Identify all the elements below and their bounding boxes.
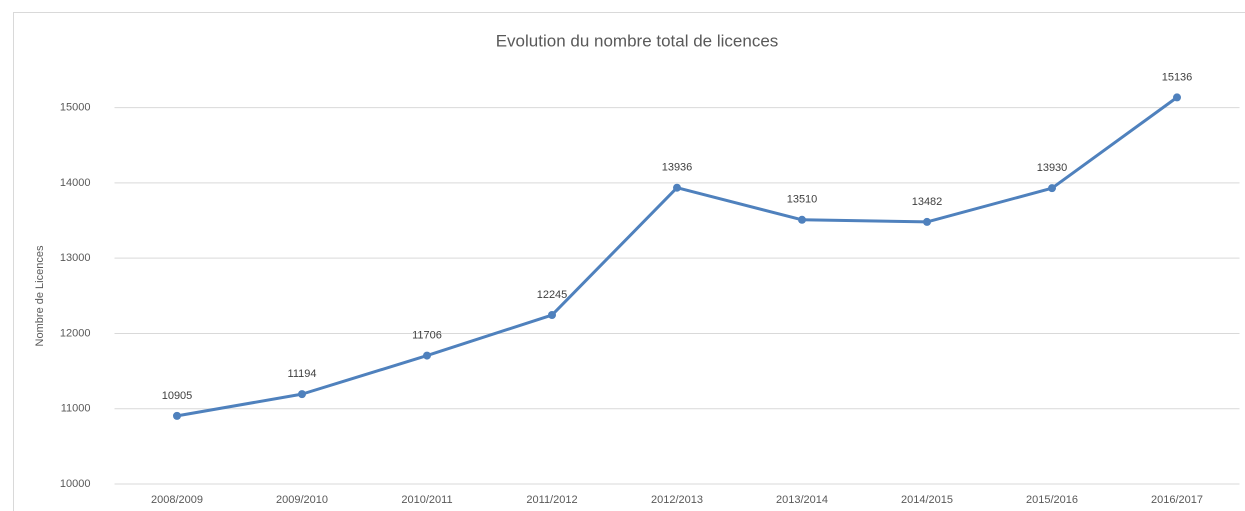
data-label: 13936 xyxy=(662,162,693,174)
data-point xyxy=(1048,184,1056,193)
x-tick-label: 2009/2010 xyxy=(276,494,328,506)
x-tick-label: 2015/2016 xyxy=(1026,494,1078,506)
data-point xyxy=(1173,93,1181,102)
data-label: 13930 xyxy=(1037,162,1068,174)
data-line xyxy=(176,96,1178,418)
data-point xyxy=(298,390,306,399)
x-tick-label: 2016/2017 xyxy=(1151,494,1203,506)
y-tick-label: 15000 xyxy=(60,102,91,114)
data-label: 10905 xyxy=(162,390,193,402)
x-tick-label: 2011/2012 xyxy=(526,494,577,506)
data-point xyxy=(173,411,181,420)
data-label: 11194 xyxy=(288,368,317,380)
x-tick-label: 2010/2011 xyxy=(401,494,452,506)
x-tick-label: 2012/2013 xyxy=(651,494,703,506)
x-tick-label: 2008/2009 xyxy=(151,494,203,506)
data-label: 11706 xyxy=(412,329,442,341)
y-tick-label: 11000 xyxy=(61,403,91,415)
data-label: 13482 xyxy=(912,196,943,208)
data-point xyxy=(673,183,681,192)
data-label: 13510 xyxy=(787,194,818,206)
y-axis-label: Nombre de Licences xyxy=(34,245,46,346)
y-tick-label: 10000 xyxy=(60,478,91,490)
chart-border xyxy=(13,12,1245,511)
data-point xyxy=(798,215,806,224)
y-tick-label: 12000 xyxy=(60,327,91,339)
data-point xyxy=(923,217,931,226)
chart-title: Evolution du nombre total de licences xyxy=(496,31,779,50)
x-tick-label: 2014/2015 xyxy=(901,494,953,506)
data-point xyxy=(423,351,431,360)
x-tick-label: 2013/2014 xyxy=(776,494,828,506)
data-point xyxy=(548,311,556,320)
data-label: 12245 xyxy=(537,289,568,301)
y-tick-label: 13000 xyxy=(60,252,91,264)
data-label: 15136 xyxy=(1162,71,1193,83)
y-tick-label: 14000 xyxy=(60,177,91,189)
